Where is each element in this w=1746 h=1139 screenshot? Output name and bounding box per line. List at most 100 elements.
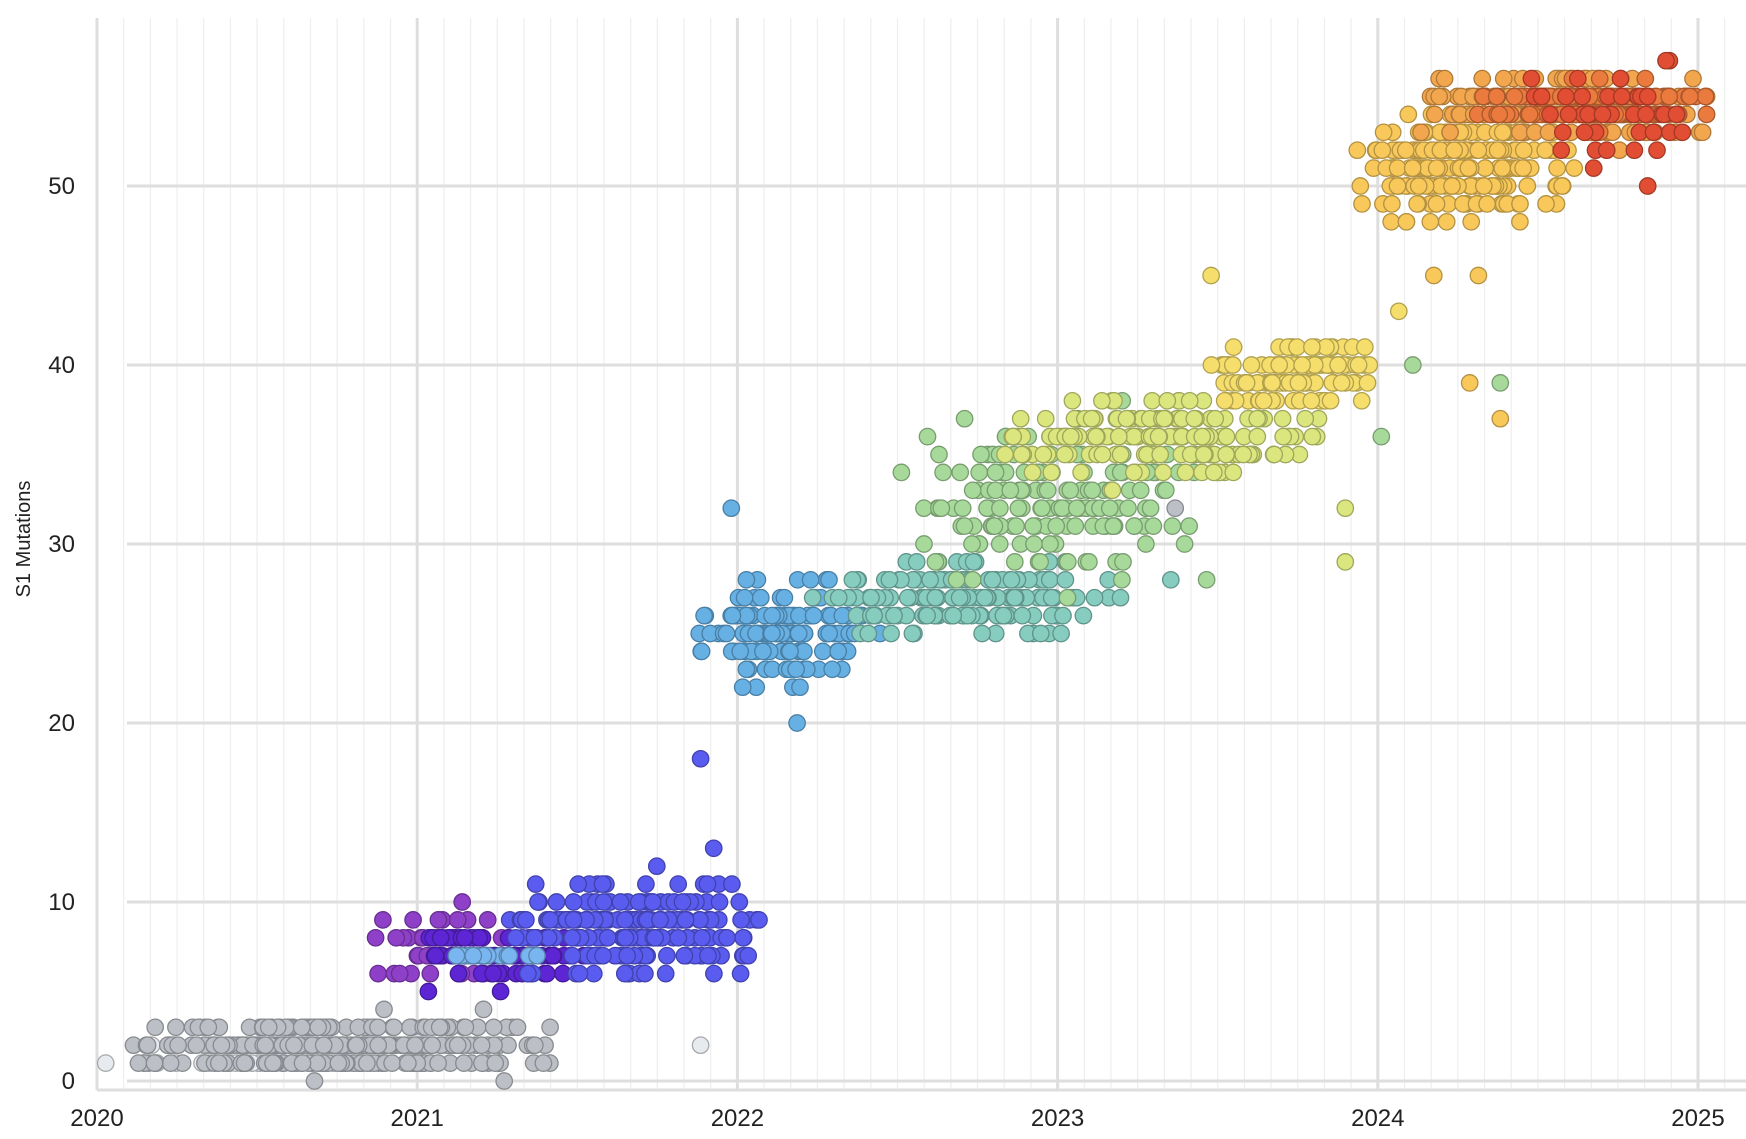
- data-point: [1693, 123, 1712, 142]
- data-point: [1052, 624, 1070, 643]
- data-point: [1025, 535, 1043, 553]
- data-point: [429, 1054, 447, 1072]
- data-point: [1424, 266, 1443, 285]
- data-point: [430, 1018, 449, 1037]
- data-point: [1100, 499, 1119, 518]
- data-point: [1002, 570, 1021, 589]
- data-point: [285, 1036, 303, 1055]
- data-point: [787, 660, 805, 679]
- data-point: [305, 1072, 324, 1090]
- data-point: [525, 928, 544, 947]
- data-point: [1638, 177, 1657, 195]
- data-point: [1565, 159, 1584, 177]
- data-point: [1469, 141, 1488, 160]
- data-point: [1388, 159, 1407, 177]
- data-point: [996, 445, 1014, 464]
- data-point: [1673, 123, 1692, 142]
- data-point: [209, 1054, 228, 1072]
- data-point: [161, 1054, 180, 1072]
- data-point: [907, 553, 926, 571]
- data-point: [129, 1054, 148, 1072]
- data-point: [693, 928, 711, 947]
- data-point: [358, 1054, 376, 1072]
- data-point: [1584, 159, 1603, 177]
- data-point: [733, 678, 752, 697]
- data-point: [449, 964, 468, 983]
- data-point: [598, 928, 617, 947]
- data-point: [1403, 159, 1422, 177]
- data-point: [944, 606, 963, 625]
- data-point: [737, 570, 756, 589]
- data-point: [1638, 87, 1657, 106]
- labels-layer: 2020 2021 2022 2023 2024 2025 0 10 20 30 40 50: [48, 173, 1724, 1132]
- data-point: [1522, 69, 1541, 88]
- data-point: [526, 875, 545, 893]
- data-point: [525, 1036, 544, 1055]
- data-point: [383, 1054, 401, 1072]
- y-axis-title: S1 Mutations: [13, 481, 35, 598]
- data-point: [404, 911, 422, 929]
- data-point: [991, 499, 1009, 518]
- data-point: [1056, 570, 1075, 589]
- data-point: [1103, 481, 1122, 500]
- data-point: [1161, 570, 1180, 589]
- data-point: [963, 570, 982, 589]
- data-point: [947, 570, 966, 589]
- data-point: [1217, 427, 1236, 446]
- data-point: [1435, 69, 1454, 88]
- data-point: [616, 928, 635, 947]
- data-point: [1113, 570, 1131, 589]
- data-point: [385, 1018, 403, 1037]
- data-point: [926, 588, 945, 607]
- data-point: [1612, 87, 1631, 106]
- data-point: [406, 1036, 424, 1055]
- data-point: [478, 911, 497, 929]
- data-point: [647, 857, 666, 876]
- data-point: [375, 1000, 393, 1019]
- data-point: [486, 1054, 505, 1072]
- data-point: [1510, 123, 1529, 142]
- data-point: [704, 839, 723, 858]
- data-point: [1372, 427, 1391, 446]
- data-point: [750, 911, 768, 929]
- data-point: [1117, 409, 1136, 428]
- data-point: [985, 517, 1004, 535]
- data-point: [1383, 195, 1401, 213]
- data-point: [1040, 570, 1059, 589]
- data-point: [1552, 141, 1571, 160]
- data-point: [1421, 212, 1440, 231]
- data-point: [594, 893, 613, 911]
- data-point: [763, 624, 781, 643]
- x-tick-label: 2021: [391, 1105, 444, 1132]
- data-point: [1303, 338, 1321, 356]
- data-point: [369, 1036, 388, 1055]
- data-point: [930, 445, 948, 464]
- data-point: [1696, 87, 1715, 106]
- data-point: [718, 928, 736, 947]
- data-point: [1004, 427, 1023, 446]
- data-point: [804, 606, 823, 625]
- data-point: [921, 570, 939, 589]
- data-point: [1553, 123, 1572, 142]
- data-point: [491, 982, 510, 1001]
- data-point: [1412, 123, 1430, 142]
- data-point: [1349, 356, 1368, 374]
- data-point: [1553, 177, 1571, 195]
- data-point: [1156, 481, 1175, 500]
- data-point: [1125, 463, 1143, 482]
- data-point: [698, 875, 717, 893]
- data-point: [448, 1036, 467, 1055]
- data-point: [1488, 141, 1507, 160]
- data-point: [691, 749, 710, 768]
- data-point: [1611, 69, 1630, 88]
- data-point: [1505, 87, 1524, 106]
- data-point: [1399, 105, 1418, 124]
- data-point: [717, 624, 736, 643]
- data-point: [1684, 69, 1702, 88]
- data-point: [1593, 105, 1612, 124]
- data-point: [1473, 69, 1492, 88]
- data-point: [1274, 427, 1293, 446]
- data-point: [990, 535, 1009, 553]
- data-point: [541, 1018, 559, 1037]
